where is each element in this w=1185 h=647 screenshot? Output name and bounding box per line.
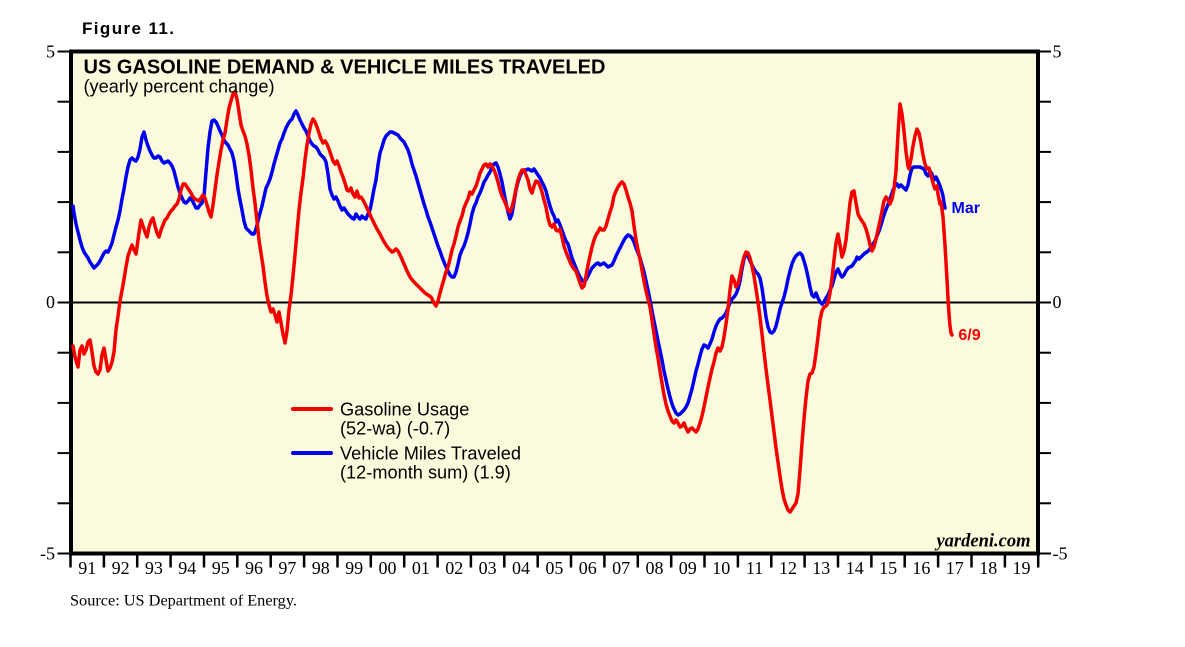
svg-text:6/9: 6/9 — [958, 327, 980, 344]
svg-text:02: 02 — [445, 558, 463, 578]
svg-text:00: 00 — [379, 558, 397, 578]
svg-text:03: 03 — [479, 558, 497, 578]
svg-text:5: 5 — [46, 42, 55, 62]
svg-text:5: 5 — [1053, 42, 1062, 62]
svg-text:01: 01 — [412, 558, 430, 578]
svg-text:Vehicle Miles Traveled: Vehicle Miles Traveled — [340, 444, 521, 464]
svg-text:07: 07 — [612, 558, 630, 578]
svg-text:95: 95 — [212, 558, 230, 578]
svg-text:09: 09 — [679, 558, 697, 578]
svg-text:Figure 11.: Figure 11. — [82, 19, 175, 38]
svg-text:96: 96 — [245, 558, 263, 578]
svg-text:14: 14 — [846, 558, 864, 578]
svg-text:94: 94 — [178, 558, 196, 578]
svg-text:-5: -5 — [1053, 544, 1068, 564]
svg-text:91: 91 — [78, 558, 96, 578]
svg-text:06: 06 — [579, 558, 597, 578]
svg-text:04: 04 — [512, 558, 530, 578]
svg-text:16: 16 — [912, 558, 930, 578]
svg-text:05: 05 — [545, 558, 563, 578]
svg-text:17: 17 — [946, 558, 964, 578]
svg-text:19: 19 — [1013, 558, 1031, 578]
svg-text:0: 0 — [46, 292, 55, 312]
svg-text:97: 97 — [278, 558, 296, 578]
svg-text:18: 18 — [979, 558, 997, 578]
svg-text:15: 15 — [879, 558, 897, 578]
svg-text:08: 08 — [646, 558, 664, 578]
svg-text:(12-month sum) (1.9): (12-month sum) (1.9) — [340, 463, 511, 483]
svg-text:Source: US Department of Energ: Source: US Department of Energy. — [70, 591, 297, 610]
svg-text:99: 99 — [345, 558, 363, 578]
svg-text:13: 13 — [812, 558, 830, 578]
svg-text:(52-wa) (-0.7): (52-wa) (-0.7) — [340, 419, 450, 439]
svg-text:11: 11 — [746, 558, 763, 578]
svg-text:92: 92 — [112, 558, 130, 578]
svg-text:-5: -5 — [40, 544, 55, 564]
svg-text:0: 0 — [1053, 292, 1062, 312]
svg-text:Gasoline Usage: Gasoline Usage — [340, 400, 469, 420]
svg-text:98: 98 — [312, 558, 330, 578]
svg-text:12: 12 — [779, 558, 797, 578]
svg-text:yardeni.com: yardeni.com — [934, 532, 1030, 552]
svg-text:(yearly percent change): (yearly percent change) — [84, 77, 275, 97]
svg-text:10: 10 — [712, 558, 730, 578]
svg-text:Mar: Mar — [952, 200, 980, 217]
svg-text:US GASOLINE DEMAND & VEHICLE M: US GASOLINE DEMAND & VEHICLE MILES TRAVE… — [84, 57, 606, 79]
svg-text:93: 93 — [145, 558, 163, 578]
